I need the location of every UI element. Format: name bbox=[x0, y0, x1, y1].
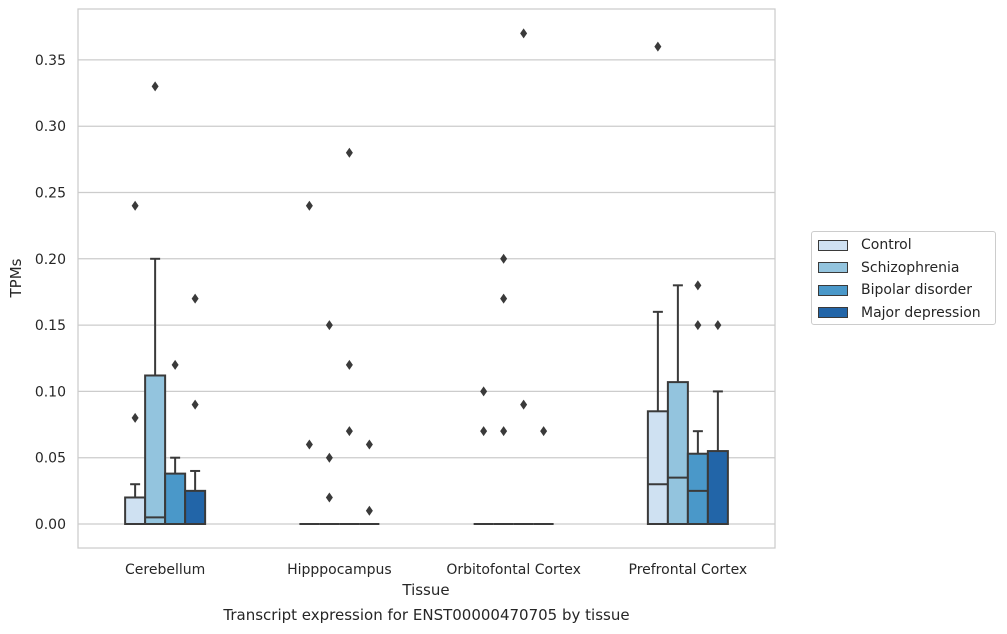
legend-item: Schizophrenia bbox=[818, 258, 959, 278]
x-tick-label: Hipppocampus bbox=[287, 562, 392, 578]
outlier-point bbox=[500, 253, 508, 264]
box-0-1 bbox=[144, 81, 167, 525]
box-2-0 bbox=[473, 386, 494, 525]
legend-label: Bipolar disorder bbox=[861, 282, 973, 298]
y-tick-label: 0.20 bbox=[35, 252, 66, 268]
x-tick-label: Orbitofontal Cortex bbox=[446, 562, 581, 578]
y-axis-label: TPMs bbox=[7, 258, 25, 298]
box-rect bbox=[184, 489, 207, 526]
outlier-point bbox=[480, 426, 488, 437]
outlier-point bbox=[345, 147, 353, 158]
outlier-point bbox=[365, 505, 373, 516]
outlier-point bbox=[365, 439, 373, 450]
box-3-3 bbox=[706, 320, 729, 526]
x-axis-label: Tissue bbox=[401, 581, 449, 599]
legend-swatch bbox=[818, 307, 848, 318]
y-tick-label: 0.15 bbox=[35, 318, 66, 334]
y-tick-label: 0.00 bbox=[35, 517, 66, 533]
outlier-point bbox=[131, 200, 139, 211]
outlier-point bbox=[714, 320, 722, 331]
legend-item: Bipolar disorder bbox=[818, 280, 972, 300]
x-tick-labels: Cerebellum Hipppocampus Orbitofontal Corte… bbox=[125, 562, 747, 578]
legend-label: Control bbox=[861, 237, 912, 253]
y-tick-label: 0.25 bbox=[35, 186, 66, 202]
outlier-point bbox=[520, 399, 528, 410]
outlier-point bbox=[151, 81, 159, 92]
box-2-2 bbox=[513, 28, 534, 525]
y-tick-label: 0.10 bbox=[35, 384, 66, 400]
box-2-1 bbox=[493, 253, 514, 525]
outlier-point bbox=[694, 320, 702, 331]
y-tick-label: 0.05 bbox=[35, 451, 66, 467]
legend-label: Schizophrenia bbox=[861, 259, 960, 276]
box-1-2 bbox=[339, 147, 360, 525]
outlier-point bbox=[480, 386, 488, 397]
box-0-0 bbox=[124, 200, 147, 526]
box-0-2 bbox=[164, 359, 187, 525]
box-0-3 bbox=[184, 293, 207, 526]
box-rect bbox=[686, 452, 709, 525]
y-tick-label: 0.30 bbox=[35, 119, 66, 135]
outlier-point bbox=[191, 399, 199, 410]
box-rect bbox=[164, 472, 187, 525]
outlier-point bbox=[325, 320, 333, 331]
box-rect bbox=[666, 381, 689, 526]
outlier-point bbox=[305, 439, 313, 450]
outlier-point bbox=[500, 293, 508, 304]
y-tick-label: 0.35 bbox=[35, 53, 66, 69]
box-1-0 bbox=[299, 200, 320, 525]
outlier-point bbox=[500, 426, 508, 437]
box-rect bbox=[646, 410, 669, 526]
box-rect bbox=[124, 496, 147, 526]
box-1-3 bbox=[359, 439, 380, 525]
box-3-0 bbox=[646, 41, 669, 526]
outlier-point bbox=[131, 412, 139, 423]
legend-swatch bbox=[818, 239, 848, 251]
outlier-point bbox=[654, 41, 662, 52]
outlier-point bbox=[540, 426, 548, 437]
legend-label: Major depression bbox=[861, 304, 981, 321]
figure-caption: Transcript expression for ENST0000047070… bbox=[223, 606, 630, 624]
outlier-point bbox=[191, 293, 199, 304]
outlier-point bbox=[325, 452, 333, 463]
grid-lines bbox=[78, 59, 775, 525]
outlier-point bbox=[345, 359, 353, 370]
x-tick-label: Cerebellum bbox=[125, 562, 205, 578]
legend-item: Major depression bbox=[818, 303, 981, 323]
legend-swatch bbox=[818, 284, 848, 296]
outlier-point bbox=[694, 280, 702, 291]
plot-area-frame bbox=[77, 8, 776, 549]
box-rect bbox=[144, 374, 167, 525]
outlier-point bbox=[520, 28, 528, 39]
legend-item: Control bbox=[818, 235, 912, 255]
box-rect bbox=[706, 450, 729, 526]
legend: Control Schizophrenia Bipolar disorder Majo… bbox=[811, 231, 996, 325]
box-1-1 bbox=[319, 320, 340, 525]
box-3-2 bbox=[686, 280, 709, 525]
outlier-point bbox=[305, 200, 313, 211]
outlier-point bbox=[345, 426, 353, 437]
outlier-point bbox=[171, 359, 179, 370]
outlier-point bbox=[325, 492, 333, 503]
x-tick-label: Prefrontal Cortex bbox=[629, 562, 748, 578]
legend-swatch bbox=[818, 262, 848, 273]
box-3-1 bbox=[666, 284, 689, 526]
y-tick-labels: 0.00 0.05 0.10 0.15 0.20 0.25 0.30 0.35 bbox=[35, 53, 66, 533]
box-series bbox=[124, 28, 729, 526]
box-2-3 bbox=[533, 426, 554, 525]
